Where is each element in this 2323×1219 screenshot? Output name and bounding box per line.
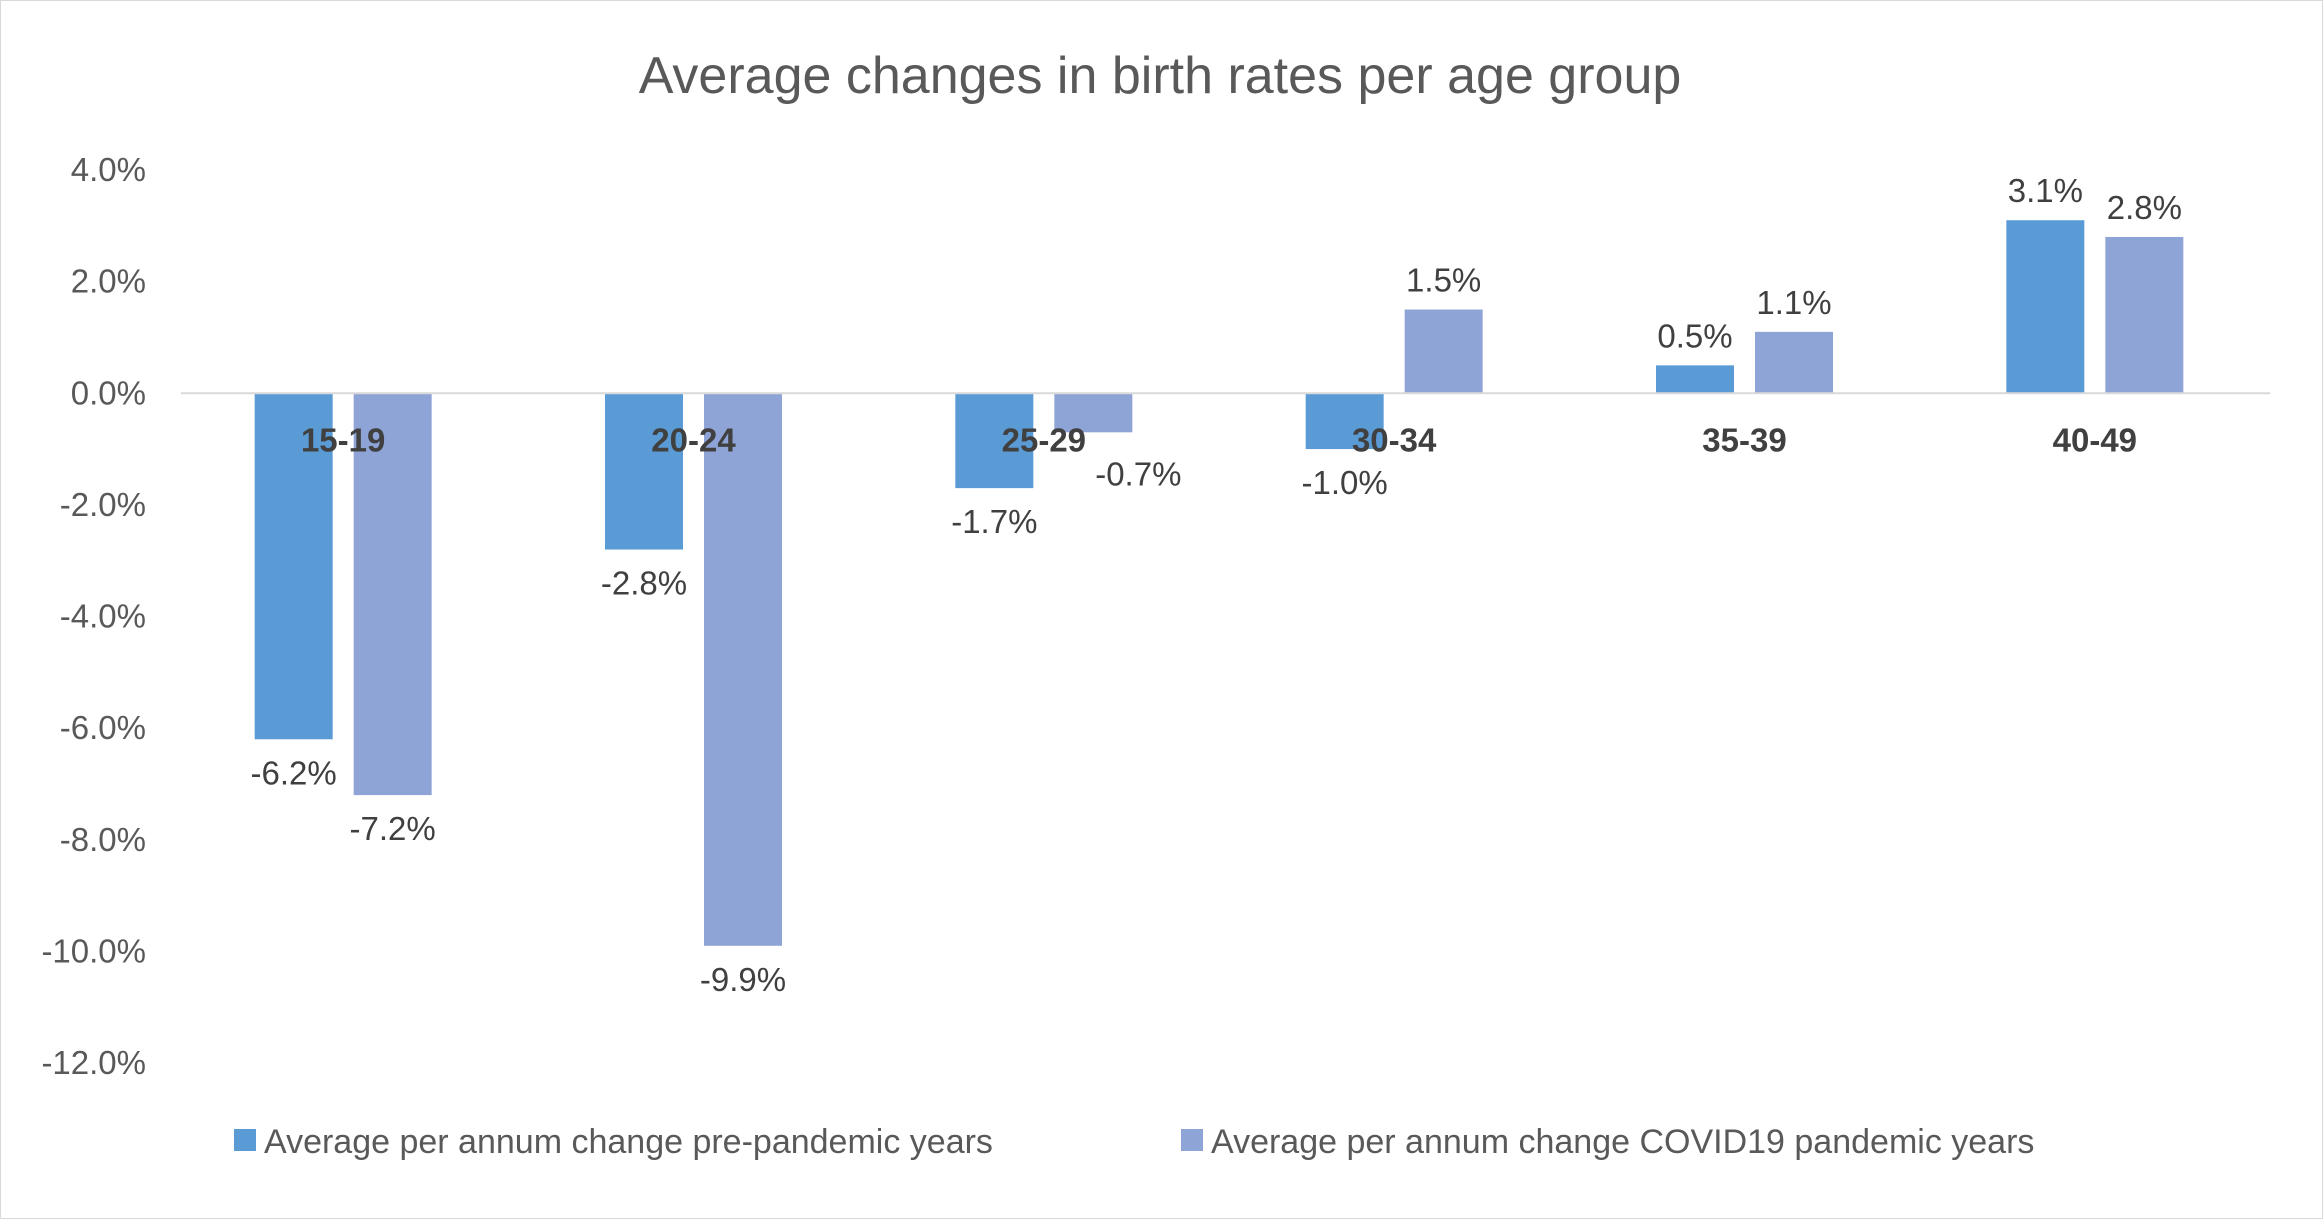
y-tick-label: 0.0% — [71, 374, 146, 411]
bar-covid-pandemic-20-24 — [704, 393, 782, 946]
bar-covid-pandemic-25-29 — [1054, 393, 1133, 433]
bar-pre-pandemic-20-24 — [605, 393, 683, 550]
data-label: -2.8% — [601, 565, 687, 602]
y-axis: 4.0% 2.0% 0.0% -2.0% -4.0% -6.0% -8.0% -10.0% -1… — [41, 151, 146, 1081]
y-tick-label: -8.0% — [60, 821, 146, 858]
bar-covid-pandemic-15-19 — [353, 393, 432, 796]
data-labels: -6.2% -7.2% -2.8% -9.9% -1.7% -0.7% -1.0% 1.5% 0… — [251, 172, 2182, 998]
y-tick-label: 2.0% — [71, 263, 146, 300]
data-label: 1.5% — [1406, 262, 1481, 299]
data-label: -9.9% — [700, 961, 786, 998]
chart-title: Average changes in birth rates per age g… — [639, 47, 1682, 105]
data-label: 0.5% — [1657, 317, 1732, 354]
bar-pre-pandemic-25-29 — [955, 393, 1034, 489]
y-tick-label: -6.0% — [60, 709, 146, 746]
data-label: -1.7% — [951, 503, 1037, 540]
data-label: 1.1% — [1756, 284, 1831, 321]
data-label: -7.2% — [350, 810, 436, 847]
category-label: 30-34 — [1352, 421, 1437, 458]
y-tick-label: -10.0% — [41, 932, 146, 969]
data-label: -1.0% — [1302, 464, 1388, 501]
bar-pre-pandemic-40-49 — [2006, 220, 2085, 394]
legend-swatch — [234, 1129, 256, 1151]
data-label: 3.1% — [2008, 172, 2083, 209]
category-label: 20-24 — [651, 421, 736, 458]
bar-pre-pandemic-30-34 — [1305, 393, 1384, 450]
data-label: 2.8% — [2107, 189, 2182, 226]
y-tick-label: 4.0% — [71, 151, 146, 188]
y-tick-label: -2.0% — [60, 486, 146, 523]
y-tick-label: -4.0% — [60, 598, 146, 635]
legend: Average per annum change pre-pandemic ye… — [234, 1123, 2034, 1161]
legend-label: Average per annum change COVID19 pandemi… — [1211, 1123, 2034, 1161]
legend-swatch — [1181, 1129, 1203, 1151]
data-label: -6.2% — [251, 754, 337, 791]
category-label: 40-49 — [2053, 421, 2137, 458]
bars — [254, 220, 2184, 946]
category-label: 35-39 — [1702, 421, 1786, 458]
bar-pre-pandemic-35-39 — [1656, 365, 1734, 394]
bar-covid-pandemic-35-39 — [1755, 331, 1833, 394]
category-labels: 15-19 20-24 25-29 30-34 35-39 40-49 — [301, 421, 2137, 458]
y-tick-label: -12.0% — [41, 1044, 146, 1081]
category-label: 15-19 — [301, 421, 385, 458]
bar-covid-pandemic-40-49 — [2105, 236, 2184, 394]
category-label: 25-29 — [1002, 421, 1086, 458]
legend-label: Average per annum change pre-pandemic ye… — [264, 1123, 993, 1161]
bar-pre-pandemic-15-19 — [254, 393, 333, 740]
data-label: -0.7% — [1095, 455, 1181, 492]
bar-covid-pandemic-30-34 — [1404, 309, 1483, 394]
